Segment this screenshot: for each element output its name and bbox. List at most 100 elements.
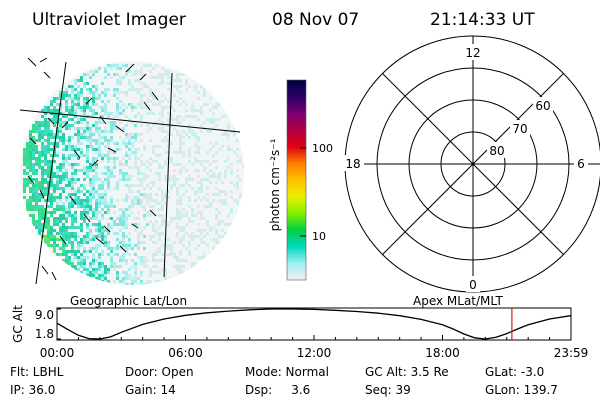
altitude-ytick-label-1-8: 1.8 [35, 327, 54, 341]
emission-pixel [47, 205, 50, 208]
emission-pixel [161, 106, 164, 109]
emission-pixel [47, 199, 50, 202]
emission-pixel [47, 133, 50, 136]
emission-pixel [32, 166, 35, 169]
emission-pixel [131, 151, 134, 154]
emission-pixel [65, 172, 68, 175]
emission-pixel [32, 208, 35, 211]
emission-pixel [50, 154, 53, 157]
emission-pixel [47, 217, 50, 220]
emission-pixel [80, 199, 83, 202]
emission-pixel [170, 175, 173, 178]
emission-pixel [239, 178, 242, 181]
emission-pixel [50, 235, 53, 238]
emission-pixel [71, 175, 74, 178]
emission-pixel [146, 184, 149, 187]
emission-pixel [92, 175, 95, 178]
emission-pixel [128, 142, 131, 145]
emission-pixel [119, 217, 122, 220]
emission-pixel [224, 190, 227, 193]
emission-pixel [80, 151, 83, 154]
emission-pixel [140, 229, 143, 232]
emission-pixel [110, 202, 113, 205]
emission-pixel [221, 220, 224, 223]
emission-pixel [59, 169, 62, 172]
emission-pixel [71, 124, 74, 127]
emission-pixel [32, 124, 35, 127]
emission-pixel [143, 247, 146, 250]
emission-pixel [122, 103, 125, 106]
emission-pixel [47, 109, 50, 112]
emission-pixel [140, 184, 143, 187]
emission-pixel [194, 235, 197, 238]
emission-pixel [194, 262, 197, 265]
emission-pixel [26, 142, 29, 145]
emission-pixel [161, 244, 164, 247]
emission-pixel [140, 94, 143, 97]
emission-pixel [101, 214, 104, 217]
emission-pixel [173, 151, 176, 154]
emission-pixel [194, 265, 197, 268]
emission-pixel [50, 109, 53, 112]
emission-pixel [218, 148, 221, 151]
emission-pixel [212, 121, 215, 124]
emission-pixel [182, 100, 185, 103]
emission-pixel [92, 169, 95, 172]
emission-pixel [230, 169, 233, 172]
emission-pixel [101, 232, 104, 235]
emission-pixel [209, 229, 212, 232]
emission-pixel [146, 280, 149, 283]
emission-pixel [113, 115, 116, 118]
emission-pixel [194, 136, 197, 139]
emission-pixel [134, 79, 137, 82]
emission-pixel [212, 175, 215, 178]
emission-pixel [89, 184, 92, 187]
emission-pixel [173, 79, 176, 82]
emission-pixel [68, 142, 71, 145]
emission-pixel [119, 208, 122, 211]
emission-pixel [62, 91, 65, 94]
emission-pixel [47, 244, 50, 247]
emission-pixel [77, 100, 80, 103]
emission-pixel [83, 247, 86, 250]
emission-pixel [152, 208, 155, 211]
emission-pixel [203, 205, 206, 208]
emission-pixel [80, 205, 83, 208]
emission-pixel [68, 214, 71, 217]
emission-pixel [62, 190, 65, 193]
emission-pixel [56, 187, 59, 190]
emission-pixel [128, 238, 131, 241]
emission-pixel [65, 208, 68, 211]
emission-pixel [194, 115, 197, 118]
emission-pixel [104, 145, 107, 148]
emission-pixel [119, 280, 122, 283]
emission-pixel [212, 145, 215, 148]
emission-pixel [104, 136, 107, 139]
label-bg-0 [466, 276, 480, 292]
emission-pixel [80, 244, 83, 247]
emission-pixel [170, 157, 173, 160]
emission-pixel [236, 202, 239, 205]
emission-pixel [101, 106, 104, 109]
emission-pixel [122, 163, 125, 166]
emission-pixel [83, 205, 86, 208]
emission-pixel [116, 73, 119, 76]
emission-pixel [71, 112, 74, 115]
emission-pixel [50, 148, 53, 151]
emission-pixel [50, 211, 53, 214]
emission-pixel [164, 193, 167, 196]
emission-pixel [140, 181, 143, 184]
emission-pixel [125, 217, 128, 220]
emission-pixel [215, 187, 218, 190]
emission-pixel [89, 262, 92, 265]
emission-pixel [203, 103, 206, 106]
emission-pixel [188, 196, 191, 199]
emission-pixel [68, 178, 71, 181]
emission-pixel [95, 103, 98, 106]
emission-pixel [38, 187, 41, 190]
emission-pixel [194, 193, 197, 196]
emission-pixel [146, 214, 149, 217]
emission-pixel [119, 160, 122, 163]
emission-pixel [56, 136, 59, 139]
emission-pixel [71, 103, 74, 106]
